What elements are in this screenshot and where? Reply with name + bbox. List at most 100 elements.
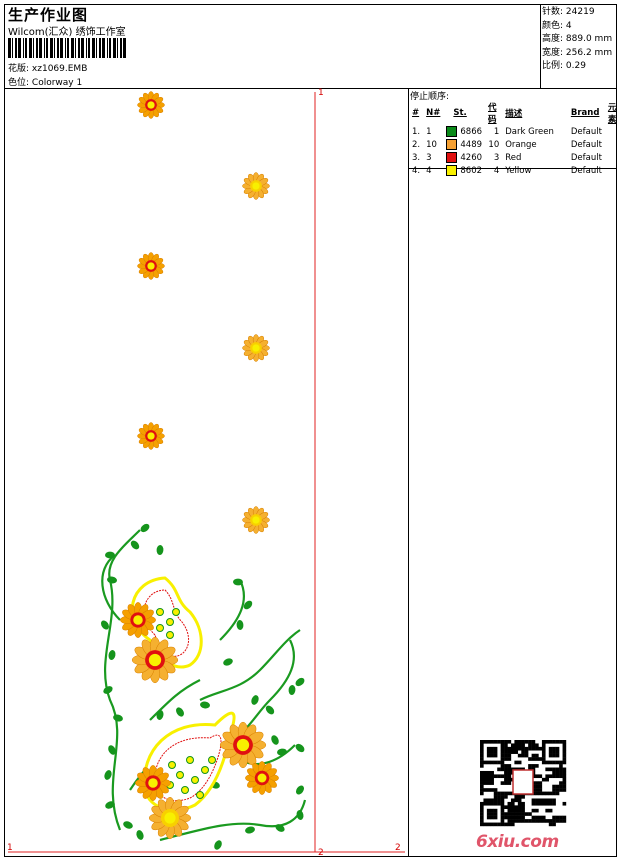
row-index: 4.: [412, 165, 421, 176]
studio-name: Wilcom(汇众) 绣饰工作室: [8, 27, 126, 38]
leaf: [108, 745, 116, 755]
paisley-dot: [156, 624, 164, 632]
small-flower: [242, 506, 270, 534]
leaf: [105, 801, 115, 809]
large-flower: [219, 721, 267, 769]
leaf: [233, 578, 243, 586]
paisley-dot: [166, 618, 174, 626]
leaf: [105, 551, 115, 559]
row-stop: 1: [493, 126, 500, 137]
leaf: [277, 748, 287, 756]
col-element: 元素: [607, 103, 617, 125]
marker-bottom-mid: 2: [318, 848, 324, 858]
paisley-dot: [191, 776, 199, 784]
stop-sequence-table: # N# St. 代码 描述 Brand 元素 1. 1 6866 1 Dark Gre…: [409, 101, 620, 177]
large-flower: [120, 602, 156, 638]
marker-bottom-right: 2: [395, 843, 401, 853]
paisley-dot: [156, 608, 164, 616]
large-flower: [135, 765, 171, 801]
leaf: [104, 770, 112, 780]
leaf: [296, 810, 304, 820]
col-index: #: [412, 108, 420, 118]
leaf: [200, 701, 210, 709]
paisley-dot: [196, 791, 204, 799]
row-desc: Dark Green: [505, 126, 554, 137]
small-flower: [137, 422, 165, 450]
paisley-dot: [176, 771, 184, 779]
row-desc: Red: [505, 152, 522, 163]
leaf: [295, 785, 305, 795]
marker-top-right: 1: [318, 88, 324, 98]
row-needle: 1: [426, 126, 432, 137]
paisley-dot: [201, 766, 209, 774]
large-flower: [245, 761, 279, 795]
stat-colors: 颜色: 4: [542, 20, 572, 31]
col-needle: N#: [426, 108, 441, 118]
row-index: 1.: [412, 126, 421, 137]
row-brand: Default: [570, 126, 602, 137]
vine-stem: [101, 554, 121, 621]
leaf: [271, 735, 279, 745]
color-swatch: [446, 165, 458, 176]
leaf: [140, 523, 150, 533]
leaf: [108, 650, 116, 660]
barcode: [8, 38, 130, 58]
vine-stem: [199, 629, 301, 701]
row-stop: 3: [493, 152, 500, 163]
row-code: 4489: [460, 140, 483, 150]
color-swatch: [446, 139, 458, 150]
col-stop: 代码: [488, 103, 497, 125]
row-desc: Orange: [505, 139, 537, 150]
leaf: [214, 840, 222, 850]
leaf: [245, 826, 255, 834]
watermark-logo: 6xiu.com: [476, 832, 559, 852]
paisley-dot: [186, 756, 194, 764]
row-brand: Default: [570, 165, 602, 176]
leaf: [156, 545, 164, 555]
stats-panel: 针数: 24219 颜色: 4 高度: 889.0 mm 宽度: 256.2 m…: [542, 6, 612, 74]
small-flower: [137, 91, 165, 119]
panel-divider: [408, 88, 409, 857]
row-brand: Default: [570, 139, 602, 150]
row-stop: 4: [493, 165, 500, 176]
small-flower: [242, 334, 270, 362]
paisley-dot: [166, 631, 174, 639]
row-needle: 4: [426, 165, 432, 176]
row-code-cell: 4489: [443, 138, 485, 151]
leaf: [130, 540, 140, 550]
colorway-label: 色位:: [8, 78, 30, 88]
leaf: [265, 705, 275, 715]
design-value: xz1069.EMB: [31, 64, 88, 74]
stat-width: 宽度: 256.2 mm: [542, 47, 613, 58]
stat-height: 高度: 889.0 mm: [542, 34, 613, 44]
vine-stem: [103, 529, 141, 831]
color-swatch: [446, 152, 458, 163]
col-desc: 描述: [505, 109, 523, 119]
page-frame: [4, 4, 617, 857]
leaf: [103, 686, 113, 694]
col-code: St.: [453, 108, 467, 118]
table-divider: [408, 168, 617, 169]
vine-stem: [219, 579, 245, 641]
vine-stem: [159, 799, 307, 842]
paisley-dot: [181, 786, 189, 794]
row-code: 8602: [460, 166, 483, 176]
leaf: [236, 620, 244, 630]
col-brand: Brand: [570, 108, 600, 118]
stat-scale: 比例: 0.29: [542, 61, 586, 71]
stop-row: 1. 1 6866 1 Dark Green Default: [409, 125, 620, 138]
row-code-cell: 4260: [443, 151, 485, 164]
color-swatch: [446, 126, 458, 137]
colorway-value: Colorway 1: [31, 78, 83, 88]
leaf: [223, 658, 233, 666]
paisley-dot: [172, 608, 180, 616]
row-code-cell: 6866: [443, 125, 485, 138]
row-needle: 3: [426, 152, 432, 163]
leaf: [107, 576, 117, 584]
row-code: 6866: [460, 127, 483, 137]
qr-center-logo: [512, 769, 534, 795]
stop-row: 4. 4 8602 4 Yellow Default: [409, 164, 620, 177]
design-label: 花版:: [8, 64, 30, 74]
